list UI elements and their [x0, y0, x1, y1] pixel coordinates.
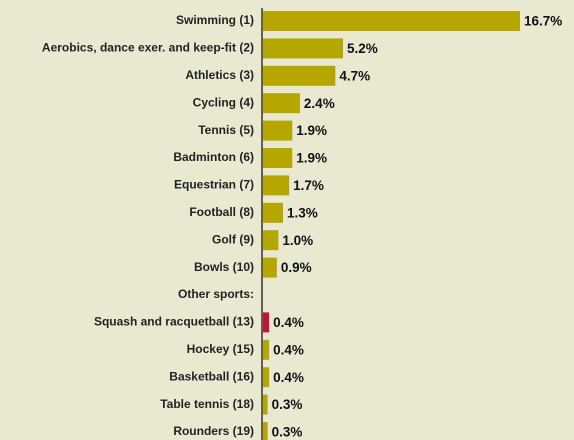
- value-label: 1.0%: [282, 233, 313, 248]
- category-label: Squash and racquetball (13): [94, 315, 254, 329]
- category-label: Equestrian (7): [174, 178, 254, 192]
- category-label: Basketball (16): [169, 369, 254, 383]
- category-label: Other sports:: [178, 287, 254, 301]
- category-label: Table tennis (18): [160, 397, 254, 411]
- bar: [263, 367, 270, 388]
- category-label: Hockey (15): [187, 342, 254, 356]
- value-label: 0.4%: [273, 342, 304, 357]
- bar: [263, 257, 277, 278]
- bar: [263, 148, 293, 168]
- category-label: Football (8): [189, 205, 254, 219]
- value-label: 0.3%: [272, 425, 303, 440]
- value-label: 0.4%: [273, 315, 304, 330]
- category-label: Cycling (4): [193, 95, 254, 109]
- category-label: Golf (9): [212, 232, 254, 246]
- value-label: 1.7%: [293, 178, 324, 193]
- value-label: 1.9%: [296, 151, 327, 166]
- bar: [263, 422, 268, 440]
- category-label: Aerobics, dance exer. and keep-fit (2): [42, 41, 254, 55]
- bar: [263, 11, 520, 31]
- value-label: 5.2%: [347, 41, 378, 56]
- bar: [263, 120, 293, 141]
- bar: [263, 312, 270, 333]
- value-label: 4.7%: [339, 68, 370, 83]
- bar: [263, 394, 268, 415]
- category-label: Rounders (19): [173, 424, 254, 438]
- value-label: 16.7%: [524, 14, 562, 29]
- category-label: Swimming (1): [176, 13, 254, 27]
- category-label: Tennis (5): [198, 123, 254, 137]
- bar: [263, 93, 300, 114]
- bar: [263, 202, 284, 223]
- value-label: 1.3%: [287, 205, 318, 220]
- bar: [263, 175, 290, 196]
- bar: [263, 339, 270, 360]
- bar: [263, 65, 336, 86]
- bar: [263, 230, 279, 251]
- bar: [263, 38, 344, 59]
- category-label: Badminton (6): [173, 150, 254, 164]
- value-label: 0.9%: [281, 260, 312, 275]
- value-label: 0.4%: [273, 370, 304, 385]
- value-label: 2.4%: [304, 96, 335, 111]
- category-label: Bowls (10): [194, 260, 254, 274]
- value-label: 0.3%: [272, 397, 303, 412]
- category-label: Athletics (3): [185, 68, 254, 82]
- value-label: 1.9%: [296, 123, 327, 138]
